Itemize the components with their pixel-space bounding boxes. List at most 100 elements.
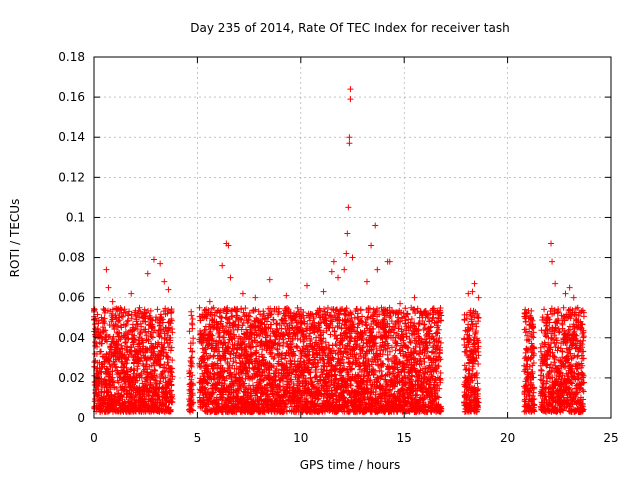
data-point (334, 324, 341, 331)
data-point (165, 354, 172, 361)
data-point (196, 304, 203, 311)
data-point (134, 365, 141, 372)
data-point (91, 306, 98, 313)
data-point (189, 348, 196, 355)
data-point (137, 358, 144, 365)
data-point (151, 348, 158, 355)
data-point (128, 390, 135, 397)
data-point (366, 305, 373, 312)
data-point (149, 323, 156, 330)
data-point (109, 310, 116, 317)
data-point (168, 387, 175, 394)
data-point (145, 403, 152, 410)
data-point (169, 329, 176, 336)
data-point (116, 317, 123, 324)
data-point (142, 326, 149, 333)
data-point (103, 380, 110, 387)
data-point (118, 392, 125, 399)
data-point (128, 348, 135, 355)
data-point (162, 349, 169, 356)
data-point (165, 344, 172, 351)
data-point (168, 376, 175, 383)
data-point (190, 335, 197, 342)
data-point (143, 332, 150, 339)
data-point (152, 377, 159, 384)
data-point (189, 360, 196, 367)
data-point (154, 381, 161, 388)
data-point (363, 322, 370, 329)
data-point (128, 315, 135, 322)
data-point (99, 335, 106, 342)
data-point (189, 354, 196, 361)
data-point (147, 307, 154, 314)
data-point (136, 340, 143, 347)
data-point (122, 339, 129, 346)
data-point (143, 347, 150, 354)
data-point (188, 406, 195, 413)
data-point (189, 316, 196, 323)
data-point (138, 323, 145, 330)
data-point (147, 381, 154, 388)
data-point (189, 381, 196, 388)
data-point (160, 364, 167, 371)
data-point (94, 311, 101, 318)
data-point (169, 395, 176, 402)
data-point (324, 304, 331, 311)
data-point (109, 374, 116, 381)
data-point (156, 362, 163, 369)
data-point (125, 317, 132, 324)
data-point (124, 357, 131, 364)
data-point (119, 345, 126, 352)
data-point (98, 348, 105, 355)
data-point (158, 315, 165, 322)
data-point (117, 336, 124, 343)
data-point (131, 336, 138, 343)
data-point (118, 312, 125, 319)
data-point (159, 319, 166, 326)
data-point (153, 373, 160, 380)
data-point (165, 324, 172, 331)
data-point (131, 332, 138, 339)
data-point (327, 331, 334, 338)
data-point (168, 308, 175, 315)
data-point (108, 376, 115, 383)
data-point (111, 326, 118, 333)
data-point (169, 373, 176, 380)
data-point (165, 306, 172, 313)
data-point (157, 378, 164, 385)
data-point (152, 367, 159, 374)
data-point (188, 386, 195, 393)
data-point (124, 318, 131, 325)
data-markers (90, 86, 587, 415)
data-point (246, 313, 253, 320)
data-point (95, 317, 102, 324)
data-point (123, 321, 130, 328)
data-point (121, 306, 128, 313)
data-point (154, 306, 161, 313)
data-point (112, 393, 119, 400)
data-point (134, 326, 141, 333)
data-point (142, 318, 149, 325)
data-point (189, 321, 196, 328)
data-point (186, 328, 193, 335)
data-point (104, 366, 111, 373)
data-point (189, 400, 196, 407)
data-point (168, 317, 175, 324)
data-point (168, 369, 175, 376)
data-point (109, 362, 116, 369)
data-point (169, 357, 176, 364)
data-point (134, 377, 141, 384)
data-point (117, 307, 124, 314)
data-point (123, 360, 130, 367)
data-point (357, 306, 364, 313)
data-point (407, 338, 414, 345)
data-point (133, 393, 140, 400)
data-point (157, 356, 164, 363)
data-point (164, 359, 171, 366)
data-point (107, 343, 114, 350)
data-point (122, 378, 129, 385)
data-point (146, 312, 153, 319)
data-point (109, 368, 116, 375)
data-point (148, 333, 155, 340)
